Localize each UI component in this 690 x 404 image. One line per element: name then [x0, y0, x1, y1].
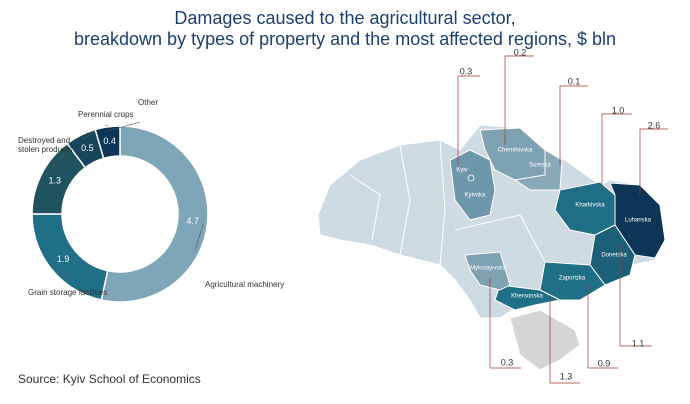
value-label: 0.3	[501, 357, 514, 367]
category-label: Other	[138, 98, 159, 107]
source: Source: Kyiv School of Economics	[18, 372, 201, 386]
value-label: 1.3	[560, 371, 573, 381]
value-label: 1.0	[612, 105, 625, 115]
region-border	[454, 214, 546, 263]
callout-line	[457, 75, 480, 165]
region-label: Sumska	[529, 163, 551, 169]
value-label: 2.6	[648, 120, 661, 130]
region	[609, 182, 666, 259]
value-label: 1.1	[632, 338, 645, 348]
crimea	[509, 309, 581, 371]
callout-line	[619, 245, 652, 347]
leader-line	[194, 222, 204, 251]
value-label: 0.2	[514, 47, 527, 57]
leader-line	[54, 266, 71, 283]
city-label: Kyiv	[456, 168, 467, 174]
value-label: 0.4	[103, 136, 116, 146]
region-label: Chernihivska	[498, 148, 533, 154]
city-marker	[467, 174, 475, 182]
region	[513, 149, 563, 191]
region-label: Kharkivska	[575, 203, 605, 209]
category-label: Destroyed and stolen products	[18, 136, 73, 154]
category-label: Agricultural machinery	[205, 280, 285, 289]
category-label: Grain storage facilities	[28, 288, 108, 297]
donut-segment	[94, 125, 121, 160]
value-label: 0.3	[460, 66, 473, 76]
category-label: Perennial crops	[78, 110, 134, 119]
value-label: 0.1	[568, 76, 581, 86]
callout-line	[587, 285, 618, 369]
callout-line	[639, 128, 668, 195]
callout-line	[489, 278, 521, 369]
region-label: Luhanska	[625, 218, 652, 224]
region-label: Zaporizka	[559, 276, 586, 282]
value-label: 0.9	[598, 358, 611, 368]
callout-line	[549, 298, 580, 384]
region-label: Kyivska	[465, 193, 486, 199]
region-label: Khersonska	[511, 294, 543, 300]
callout-line	[559, 85, 588, 165]
region-border	[349, 174, 381, 241]
region-label: Donetska	[601, 253, 627, 259]
leader-line	[107, 121, 141, 132]
value-label: 1.9	[57, 254, 70, 264]
value-label: 4.7	[186, 216, 199, 226]
value-label: 1.3	[48, 176, 61, 186]
region	[464, 251, 511, 291]
region-border	[439, 139, 446, 266]
callout-line	[601, 113, 632, 188]
value-label: 0.5	[81, 143, 94, 153]
donut-segment	[100, 125, 209, 303]
region-border	[399, 145, 411, 256]
region	[494, 284, 562, 311]
region	[449, 149, 496, 221]
leader-line	[44, 149, 69, 177]
callout-line	[504, 55, 534, 145]
chart-title: Damages caused to the agricultural secto…	[74, 8, 616, 49]
region-label: Mykolayivska	[470, 266, 506, 272]
